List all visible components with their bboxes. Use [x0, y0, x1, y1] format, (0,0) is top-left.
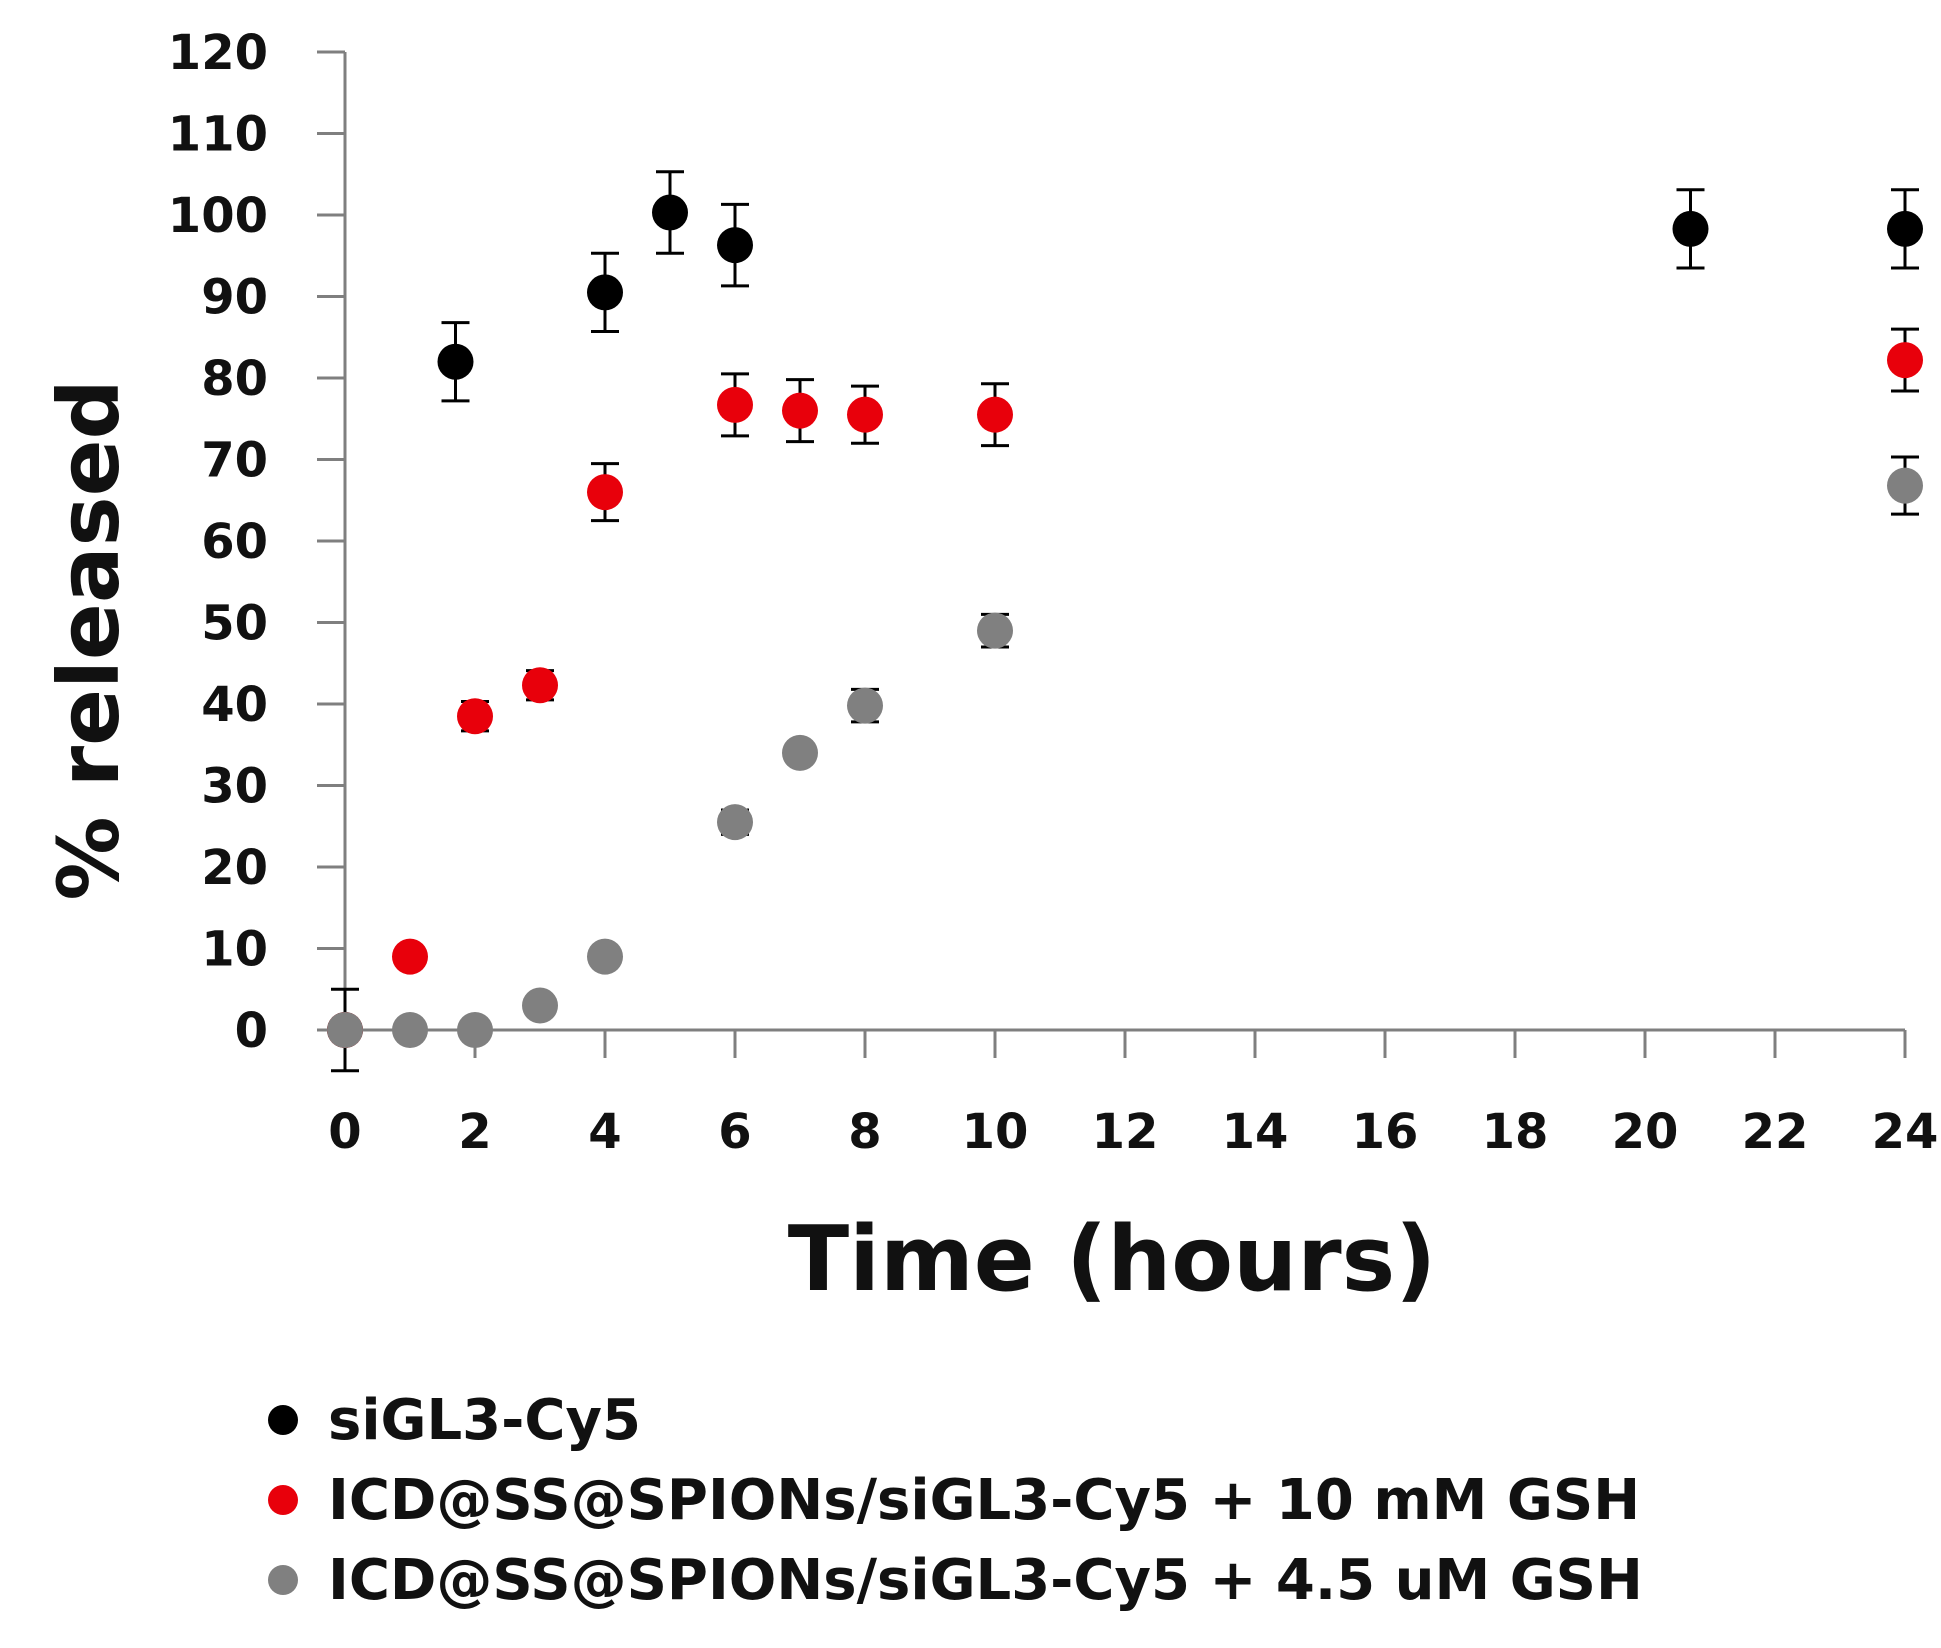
- y-tick-label: 70: [201, 433, 268, 489]
- x-ticks: 0 2 4 6 8 10 12 14 16 18 20 22 24: [328, 1030, 1938, 1160]
- legend: siGL3-Cy5 ICD@SS@SPIONs/siGL3-Cy5 + 10 m…: [268, 1380, 1643, 1620]
- legend-item-1: siGL3-Cy5: [268, 1380, 1643, 1460]
- y-axis-title: % released: [40, 379, 138, 900]
- legend-item-2: ICD@SS@SPIONs/siGL3-Cy5 + 10 mM GSH: [268, 1460, 1643, 1540]
- legend-label: ICD@SS@SPIONs/siGL3-Cy5 + 10 mM GSH: [328, 1467, 1641, 1533]
- y-ticks: 0 10 20 30 40 50 60 70 80 90 100 110 120: [168, 25, 345, 1059]
- data-point-series-1: [652, 194, 688, 231]
- data-point-series-1: [437, 343, 474, 380]
- x-tick-label: 2: [458, 1104, 491, 1160]
- data-point-series-3: [522, 987, 558, 1024]
- y-tick-label: 20: [201, 840, 268, 896]
- data-point-series-3: [587, 938, 623, 975]
- data-point-series-2: [847, 396, 883, 433]
- data-point-series-3: [717, 804, 753, 841]
- y-tick-label: 0: [235, 1003, 268, 1059]
- data-point-series-3: [457, 1012, 493, 1048]
- data-point-series-3: [782, 734, 818, 771]
- x-tick-label: 0: [328, 1104, 361, 1160]
- data-point-series-2: [1887, 342, 1923, 379]
- x-tick-label: 20: [1612, 1104, 1679, 1160]
- y-tick-label: 40: [201, 677, 268, 733]
- data-point-series-1: [1887, 210, 1923, 247]
- data-point-series-2: [977, 396, 1013, 433]
- data-point-series-2: [522, 667, 558, 704]
- data-point-series-3: [977, 612, 1013, 649]
- x-axis-title: Time (hours): [788, 1207, 1437, 1312]
- y-tick-label: 100: [168, 188, 268, 244]
- data-point-series-2: [457, 698, 493, 735]
- legend-label: siGL3-Cy5: [328, 1387, 641, 1453]
- axes: [343, 52, 1905, 1032]
- x-tick-label: 12: [1092, 1104, 1159, 1160]
- x-tick-label: 14: [1222, 1104, 1289, 1160]
- y-tick-label: 120: [168, 25, 268, 81]
- y-tick-label: 90: [201, 270, 268, 326]
- data-point-series-1: [717, 227, 753, 264]
- x-tick-label: 16: [1352, 1104, 1419, 1160]
- x-tick-label: 18: [1482, 1104, 1549, 1160]
- data-point-series-2: [782, 392, 818, 429]
- legend-item-3: ICD@SS@SPIONs/siGL3-Cy5 + 4.5 uM GSH: [268, 1540, 1643, 1620]
- data-point-series-3: [392, 1012, 428, 1048]
- data-point-series-2: [587, 474, 623, 511]
- y-tick-label: 60: [201, 514, 268, 570]
- data-point-series-1: [1672, 210, 1709, 247]
- x-tick-label: 10: [962, 1104, 1029, 1160]
- x-tick-label: 24: [1872, 1104, 1939, 1160]
- legend-marker-icon: [268, 1405, 298, 1435]
- data-point-series-3: [327, 1012, 363, 1048]
- data-point-series-3: [847, 687, 883, 724]
- data-points: [327, 194, 1923, 1048]
- y-tick-label: 80: [201, 351, 268, 407]
- legend-marker-icon: [268, 1565, 298, 1595]
- x-tick-label: 22: [1742, 1104, 1809, 1160]
- y-tick-label: 10: [201, 922, 268, 978]
- data-point-series-1: [587, 274, 623, 311]
- y-tick-label: 110: [168, 107, 268, 163]
- x-tick-label: 6: [718, 1104, 751, 1160]
- y-tick-label: 50: [201, 596, 268, 652]
- data-point-series-2: [392, 938, 428, 975]
- data-point-series-2: [717, 386, 753, 423]
- x-tick-label: 8: [848, 1104, 881, 1160]
- data-point-series-3: [1887, 467, 1923, 504]
- legend-label: ICD@SS@SPIONs/siGL3-Cy5 + 4.5 uM GSH: [328, 1547, 1643, 1613]
- error-bars: [331, 170, 1919, 1073]
- y-tick-label: 30: [201, 759, 268, 815]
- legend-marker-icon: [268, 1485, 298, 1515]
- x-tick-label: 4: [588, 1104, 621, 1160]
